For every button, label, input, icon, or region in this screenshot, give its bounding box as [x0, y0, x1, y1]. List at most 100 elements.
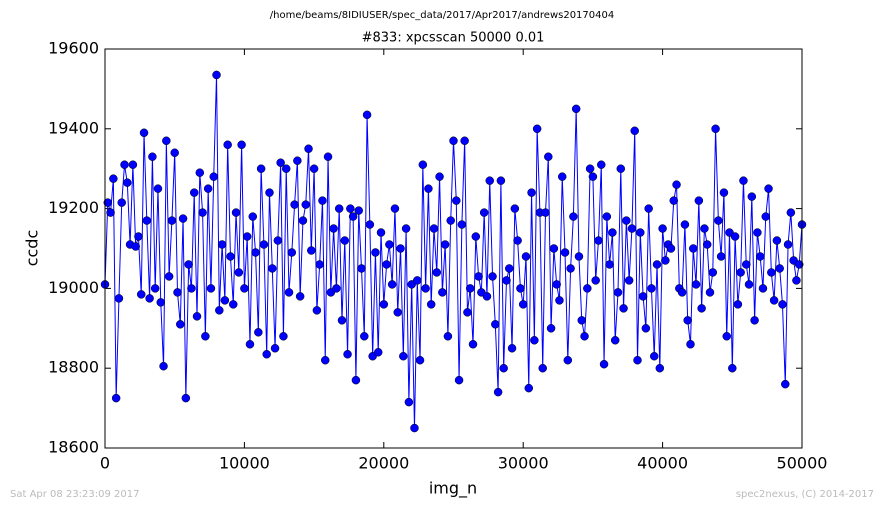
data-point — [340, 236, 350, 245]
data-point — [396, 244, 405, 253]
data-point — [376, 228, 386, 237]
chart-title: #833: xpcsscan 50000 0.01 — [362, 31, 545, 46]
data-point — [251, 248, 260, 257]
data-point — [560, 248, 570, 257]
data-point — [150, 284, 160, 293]
data-point — [627, 224, 637, 233]
y-axis-label: ccdc — [23, 230, 42, 267]
data-point — [647, 284, 656, 293]
data-point — [435, 172, 444, 181]
data-point — [544, 152, 553, 161]
data-point — [315, 260, 324, 269]
x-tick-label: 10000 — [219, 454, 270, 473]
data-point — [192, 312, 202, 321]
data-point — [295, 292, 305, 301]
data-point — [769, 296, 779, 305]
x-tick-label: 50000 — [777, 454, 828, 473]
data-point — [471, 232, 481, 241]
data-point — [109, 174, 118, 183]
data-point — [786, 208, 796, 217]
data-point — [287, 248, 297, 257]
data-point — [440, 240, 450, 249]
timestamp: Sat Apr 08 23:23:09 2017 — [10, 489, 140, 500]
data-point — [265, 188, 274, 197]
data-point — [666, 244, 676, 253]
data-point — [382, 260, 391, 269]
data-point — [739, 176, 748, 185]
data-point — [198, 208, 207, 217]
data-point — [638, 292, 648, 301]
data-point — [541, 208, 550, 217]
data-point — [677, 288, 687, 297]
data-point — [312, 306, 322, 315]
data-point — [705, 288, 715, 297]
data-point — [379, 300, 389, 309]
data-point — [429, 224, 439, 233]
data-point — [491, 320, 500, 329]
data-point — [334, 204, 344, 213]
data-point — [360, 332, 369, 341]
data-point — [142, 216, 152, 225]
data-point — [452, 196, 461, 205]
data-point — [686, 340, 695, 349]
data-point — [268, 264, 277, 273]
data-point — [597, 160, 606, 169]
data-point — [775, 264, 784, 273]
suptitle: /home/beams/8IDIUSER/spec_data/2017/Apr2… — [270, 10, 614, 21]
data-point — [661, 256, 670, 265]
data-point — [538, 363, 547, 373]
data-point — [767, 268, 776, 277]
data-point — [783, 240, 793, 249]
data-point — [552, 280, 561, 289]
data-point — [148, 152, 157, 161]
data-point — [424, 184, 433, 193]
data-point — [343, 349, 352, 359]
data-point — [128, 160, 138, 169]
data-point — [482, 292, 492, 301]
data-point — [346, 204, 355, 213]
data-point — [619, 304, 628, 313]
data-point — [636, 228, 645, 237]
data-point — [145, 294, 154, 303]
data-point — [332, 284, 341, 293]
data-point — [624, 276, 634, 285]
data-point — [237, 140, 246, 150]
data-point — [242, 232, 252, 241]
data-point — [750, 316, 759, 325]
data-point — [245, 340, 255, 349]
data-point — [307, 246, 316, 255]
y-tick-label: 18800 — [48, 358, 99, 377]
data-point — [513, 236, 522, 245]
data-point — [187, 284, 196, 293]
data-point — [304, 144, 313, 153]
data-point — [284, 288, 294, 297]
data-point — [468, 340, 478, 349]
data-point — [206, 284, 216, 293]
data-point — [106, 208, 115, 217]
data-point — [176, 320, 185, 329]
data-point — [479, 208, 489, 217]
data-point — [697, 304, 706, 313]
data-point — [415, 355, 425, 365]
data-point — [708, 268, 718, 277]
data-point — [730, 232, 740, 241]
x-tick-label: 40000 — [637, 454, 688, 473]
data-point — [507, 344, 517, 353]
data-point — [644, 204, 653, 213]
data-point — [714, 216, 723, 225]
data-point — [753, 228, 762, 237]
data-point — [167, 216, 177, 225]
data-point — [259, 240, 269, 249]
data-point — [530, 336, 539, 345]
data-point — [485, 176, 494, 185]
data-point — [505, 264, 514, 273]
data-point — [226, 252, 235, 261]
data-point — [111, 393, 121, 403]
data-point — [465, 284, 475, 293]
data-point — [273, 236, 283, 245]
data-point — [574, 252, 584, 261]
data-point — [413, 276, 422, 285]
data-point — [201, 332, 210, 341]
data-point — [521, 252, 531, 261]
data-point — [585, 164, 595, 173]
